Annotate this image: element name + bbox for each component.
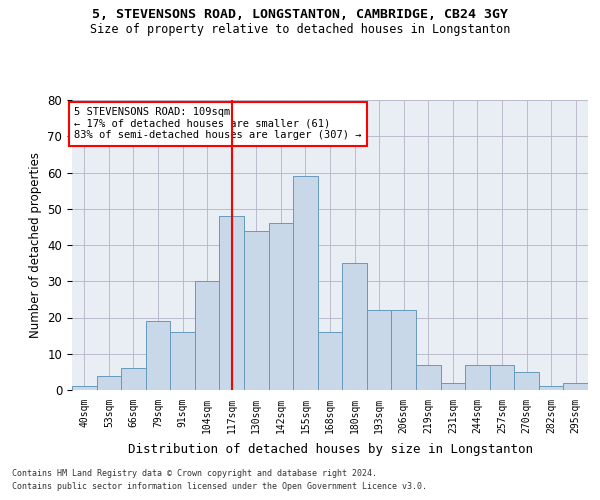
Bar xyxy=(416,364,440,390)
Bar xyxy=(563,383,588,390)
Text: 5 STEVENSONS ROAD: 109sqm
← 17% of detached houses are smaller (61)
83% of semi-: 5 STEVENSONS ROAD: 109sqm ← 17% of detac… xyxy=(74,108,362,140)
Bar xyxy=(72,386,97,390)
Text: Contains HM Land Registry data © Crown copyright and database right 2024.: Contains HM Land Registry data © Crown c… xyxy=(12,468,377,477)
Bar xyxy=(440,383,465,390)
Bar xyxy=(391,310,416,390)
Bar xyxy=(220,216,244,390)
Bar xyxy=(342,263,367,390)
Text: Distribution of detached houses by size in Longstanton: Distribution of detached houses by size … xyxy=(128,442,533,456)
Bar xyxy=(97,376,121,390)
Bar xyxy=(195,281,220,390)
Bar xyxy=(514,372,539,390)
Bar xyxy=(170,332,195,390)
Y-axis label: Number of detached properties: Number of detached properties xyxy=(29,152,42,338)
Text: 5, STEVENSONS ROAD, LONGSTANTON, CAMBRIDGE, CB24 3GY: 5, STEVENSONS ROAD, LONGSTANTON, CAMBRID… xyxy=(92,8,508,20)
Bar xyxy=(539,386,563,390)
Bar xyxy=(269,223,293,390)
Bar xyxy=(318,332,342,390)
Text: Size of property relative to detached houses in Longstanton: Size of property relative to detached ho… xyxy=(90,22,510,36)
Bar xyxy=(367,310,391,390)
Text: Contains public sector information licensed under the Open Government Licence v3: Contains public sector information licen… xyxy=(12,482,427,491)
Bar xyxy=(465,364,490,390)
Bar xyxy=(490,364,514,390)
Bar xyxy=(244,230,269,390)
Bar xyxy=(146,321,170,390)
Bar xyxy=(121,368,146,390)
Bar xyxy=(293,176,318,390)
